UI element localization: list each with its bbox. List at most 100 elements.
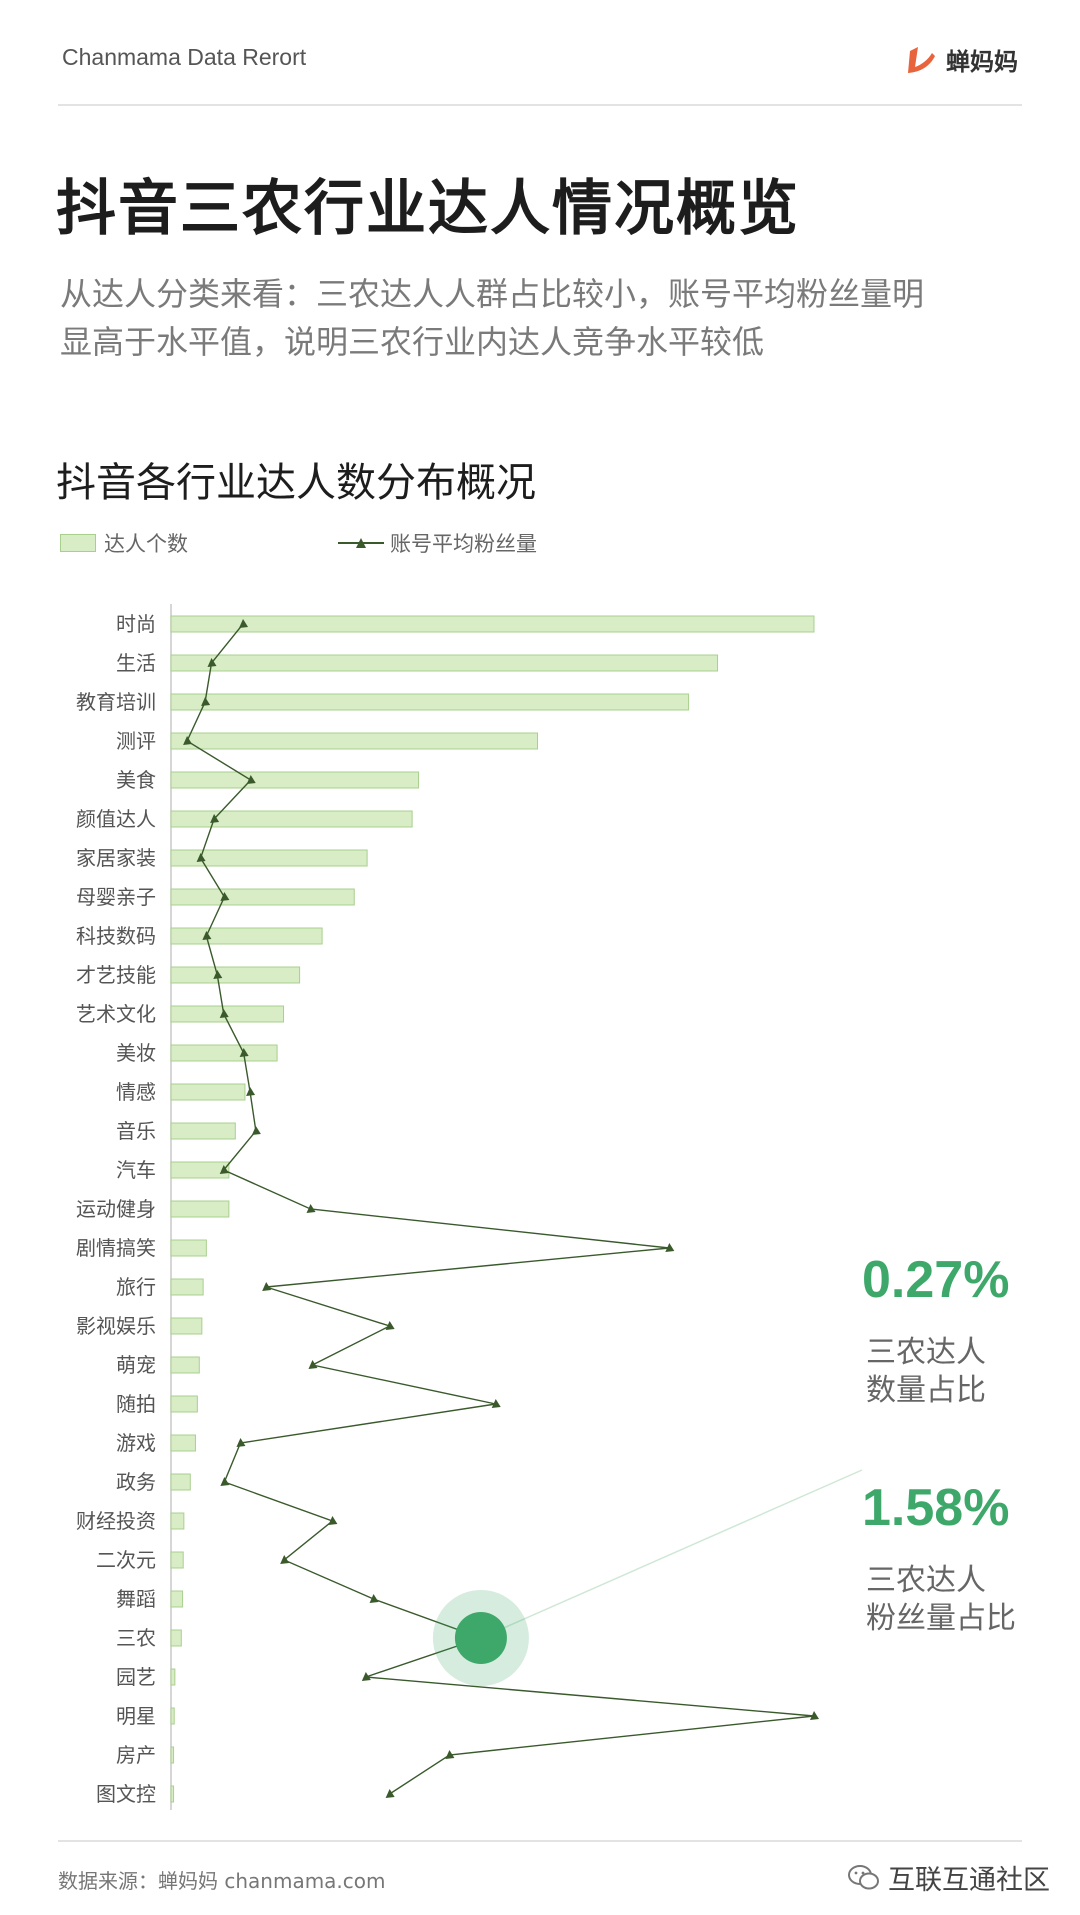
bar — [170, 1785, 175, 1803]
line-point — [665, 1243, 675, 1252]
y-tick-label: 三农 — [116, 1626, 156, 1650]
y-tick-label: 生活 — [116, 651, 156, 675]
y-tick-label: 房产 — [116, 1743, 156, 1767]
line-point — [183, 736, 193, 745]
chart-legend: 达人个数 账号平均粉丝量 — [60, 528, 537, 558]
line-point — [385, 1321, 395, 1330]
highlight-point — [454, 1612, 507, 1664]
bar — [170, 1434, 196, 1452]
bar — [170, 1473, 191, 1491]
subtitle-line: 从达人分类来看：三农达人人群占比较小，账号平均粉丝量明 — [60, 275, 925, 313]
bar — [170, 1239, 207, 1257]
chart-title: 抖音各行业达人数分布概况 — [56, 460, 536, 506]
bar — [170, 1551, 184, 1569]
line-point — [201, 697, 211, 706]
bar — [170, 1083, 246, 1101]
line-point — [328, 1516, 338, 1525]
logo-text: 蝉妈妈 — [946, 48, 1018, 76]
line-point — [239, 619, 249, 628]
line-point — [280, 1555, 290, 1564]
stat-value: 0.27% — [862, 1251, 1010, 1309]
wechat-account-name: 互联互通社区 — [888, 1865, 1050, 1896]
y-tick-label: 二次元 — [96, 1548, 156, 1572]
line-point — [385, 1789, 395, 1798]
stat-label-line: 三农达人 — [866, 1335, 986, 1370]
line-point — [196, 853, 206, 862]
wechat-watermark: 互联互通社区 — [848, 1858, 1050, 1897]
bar — [170, 1395, 198, 1413]
bar — [170, 1668, 176, 1686]
y-tick-label: 美食 — [116, 768, 156, 792]
page-subtitle: 从达人分类来看：三农达人人群占比较小，账号平均粉丝量明 显高于水平值，说明三农行… — [60, 270, 1040, 366]
bar — [170, 1317, 203, 1335]
page-title: 抖音三农行业达人情况概览 — [56, 174, 800, 244]
bar — [170, 771, 420, 789]
y-tick-label: 旅行 — [116, 1275, 156, 1299]
y-tick-label: 才艺技能 — [76, 963, 156, 987]
legend-bar-swatch — [60, 534, 96, 552]
line-point — [207, 658, 217, 667]
line-point — [361, 1672, 371, 1681]
stat-label-line: 三农达人 — [866, 1563, 986, 1598]
chanmama-logo: 蝉妈妈 — [904, 42, 1018, 77]
stat-label: 三农达人 粉丝量占比 — [866, 1562, 1066, 1638]
y-tick-label: 音乐 — [116, 1119, 156, 1143]
bar — [170, 1122, 236, 1140]
bar — [170, 810, 413, 828]
bar — [170, 732, 539, 750]
line-point — [219, 1165, 229, 1174]
footer-divider — [58, 1840, 1022, 1842]
bar — [170, 1161, 230, 1179]
bar — [170, 1200, 230, 1218]
y-tick-label: 剧情搞笑 — [76, 1236, 156, 1260]
bar — [170, 1590, 184, 1608]
y-tick-label: 舞蹈 — [116, 1587, 156, 1611]
line-point — [213, 970, 223, 979]
industry-chart: 时尚生活教育培训测评美食颜值达人家居家装母婴亲子科技数码才艺技能艺术文化美妆情感… — [76, 604, 863, 1810]
line-point — [306, 1204, 316, 1213]
report-brand: Chanmama Data Rerort — [62, 44, 307, 70]
legend-line-label: 账号平均粉丝量 — [390, 532, 537, 556]
bar — [170, 849, 368, 867]
y-tick-label: 母婴亲子 — [76, 885, 156, 909]
y-tick-label: 明星 — [116, 1704, 156, 1728]
line-point — [246, 775, 256, 784]
bar — [170, 1044, 278, 1062]
bar — [170, 1629, 182, 1647]
y-tick-label: 颜值达人 — [76, 807, 156, 831]
y-tick-label: 随拍 — [116, 1392, 156, 1416]
bar — [170, 1512, 185, 1530]
y-tick-label: 影视娱乐 — [76, 1314, 156, 1338]
y-tick-label: 时尚 — [116, 612, 156, 636]
subtitle-line: 显高于水平值，说明三农行业内达人竞争水平较低 — [60, 323, 765, 361]
stat-value: 1.58% — [862, 1479, 1010, 1537]
legend-bar-label: 达人个数 — [104, 532, 188, 556]
source-note: 数据来源：蝉妈妈 chanmama.com — [58, 1869, 386, 1893]
y-tick-label: 图文控 — [96, 1782, 156, 1806]
line-point — [810, 1711, 819, 1720]
bar — [170, 654, 719, 672]
line-point — [219, 1009, 229, 1018]
stat-label-line: 粉丝量占比 — [866, 1601, 1016, 1636]
y-tick-label: 家居家装 — [76, 846, 156, 870]
header-divider — [58, 104, 1022, 106]
line-point — [308, 1360, 318, 1369]
line-point — [239, 1048, 249, 1057]
y-tick-label: 教育培训 — [76, 690, 156, 714]
bar — [170, 615, 815, 633]
bar — [170, 693, 690, 711]
bar — [170, 1278, 204, 1296]
line-point — [246, 1087, 256, 1096]
y-tick-label: 科技数码 — [76, 924, 156, 948]
line-point — [369, 1594, 379, 1603]
stat-label: 三农达人 数量占比 — [866, 1334, 1066, 1410]
legend-line-swatch — [338, 538, 384, 548]
bar — [170, 927, 323, 945]
bar — [170, 1356, 200, 1374]
line-point — [445, 1750, 455, 1759]
y-tick-label: 游戏 — [116, 1431, 156, 1455]
line-point — [262, 1282, 272, 1291]
line-point — [220, 892, 230, 901]
line-point — [210, 814, 220, 823]
line-point — [220, 1477, 230, 1486]
